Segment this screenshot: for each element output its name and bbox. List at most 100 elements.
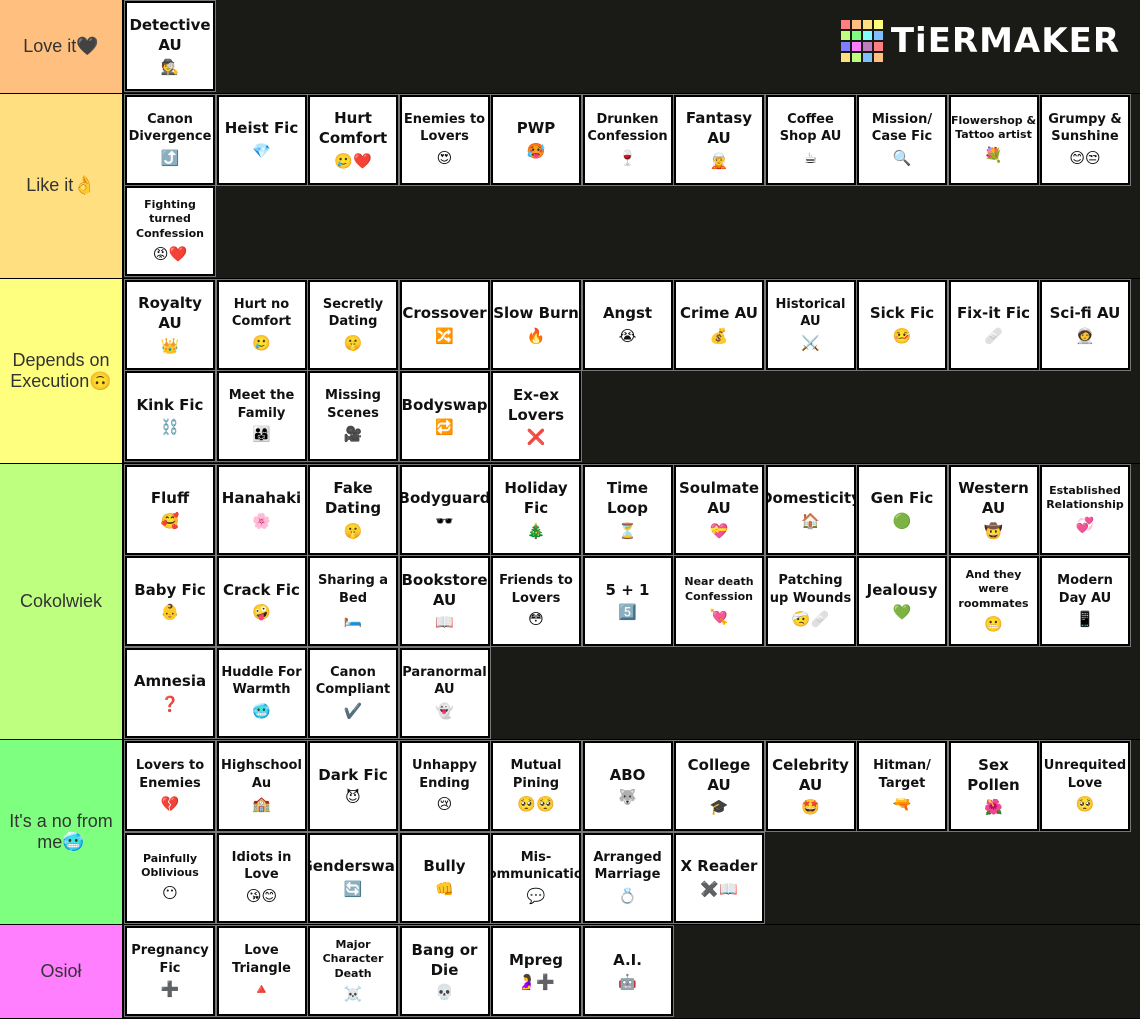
tier-item[interactable]: Heist Fic 💎: [215, 93, 308, 186]
tier-item[interactable]: And they were roommates 😬: [947, 555, 1040, 647]
tier-item[interactable]: Angst 😭: [581, 278, 674, 371]
tier-item[interactable]: Holiday Fic 🎄: [490, 463, 582, 556]
tier-item[interactable]: Coffee Shop AU ☕: [764, 93, 857, 186]
tier-item[interactable]: Canon Compliant ✔️: [307, 646, 399, 739]
tier-item[interactable]: Sex Pollen 🌺: [947, 740, 1040, 832]
item-text: Ex-ex Lovers: [507, 385, 565, 424]
tier-items: Royalty AU 👑 Hurt no Comfort 🥲 Secretly Dati…: [124, 278, 1140, 463]
item-emoji: 😬: [984, 615, 1003, 634]
item-text: Hurt no Comfort: [231, 296, 292, 330]
tier-item[interactable]: Historical AU ⚔️: [764, 278, 857, 371]
tier-item[interactable]: Mutual Pining 🥺🥺: [490, 740, 582, 832]
tier-item[interactable]: Drunken Confession 🍷: [581, 93, 674, 186]
tier-item[interactable]: Bang or Die 💀: [398, 925, 491, 1017]
tier-item[interactable]: Ex-ex Lovers ❌: [490, 370, 582, 462]
tier-item[interactable]: Dark Fic 😈: [307, 740, 399, 832]
tier-items: Lovers to Enemies 💔 Highschool Au 🏫 Dark Fic…: [124, 740, 1140, 924]
tier-item[interactable]: Hurt Comfort 🥲❤️: [307, 93, 399, 186]
tier-item[interactable]: Crossover 🔀: [398, 278, 491, 371]
tier-item[interactable]: College AU 🎓: [673, 740, 765, 832]
tier-item[interactable]: Mpreg 🤰➕: [490, 925, 582, 1017]
tier-item[interactable]: Soulmate AU 💝: [673, 463, 765, 556]
tier-item[interactable]: Bodyguard 🕶️: [398, 463, 491, 556]
tier-item[interactable]: Patching up Wounds 🤕🩹: [764, 555, 857, 647]
tier-item[interactable]: Baby Fic 👶: [124, 555, 216, 647]
item-emoji: 😶: [162, 884, 178, 903]
tier-item[interactable]: ABO 🐺: [581, 740, 674, 832]
tier-item[interactable]: Bodyswap 🔁: [398, 370, 491, 462]
item-emoji: 🐺: [618, 788, 637, 806]
tier-item[interactable]: Idiots in Love 😘😊: [215, 831, 308, 924]
tier-item[interactable]: Hanahaki 🌸: [215, 463, 308, 556]
tier-item[interactable]: Sharing a Bed 🛏️: [307, 555, 399, 647]
tier-item[interactable]: Royalty AU 👑: [124, 278, 216, 371]
tier-item[interactable]: Missing Scenes 🎥: [307, 370, 399, 462]
tier-item[interactable]: Friends to Lovers 😳: [490, 555, 582, 647]
tier-item[interactable]: Meet the Family 👨‍👩‍👧: [215, 370, 308, 462]
tier-item[interactable]: Unrequited Love 🥺: [1039, 740, 1131, 832]
tier-item[interactable]: Love Triangle 🔺: [215, 925, 308, 1017]
tier-item[interactable]: X Reader ✖️📖: [673, 831, 765, 924]
tier-item[interactable]: Highschool Au 🏫: [215, 740, 308, 832]
tier-item[interactable]: Paranormal AU 👻: [398, 646, 491, 739]
tier-item[interactable]: Sci-fi AU 🧑‍🚀: [1039, 278, 1131, 371]
tier-item[interactable]: Celebrity AU 🤩: [764, 740, 857, 832]
item-text: Coffee Shop AU: [779, 111, 842, 145]
tier-item[interactable]: Bookstore AU 📖: [398, 555, 491, 647]
tier-item[interactable]: Fake Dating 🤫: [307, 463, 399, 556]
tier-item[interactable]: Modern Day AU 📱: [1039, 555, 1131, 647]
tier-item[interactable]: Unhappy Ending 😢: [398, 740, 491, 832]
item-emoji: 🥰: [160, 511, 180, 530]
tier-item[interactable]: Domesticity 🏠: [764, 463, 857, 556]
item-text: Friends to Lovers: [499, 573, 573, 606]
tier-item[interactable]: Flowershop & Tattoo artist 💐: [947, 93, 1040, 186]
item-emoji: 💔: [160, 795, 180, 814]
tier-item[interactable]: Jealousy 💚: [856, 555, 948, 647]
tier-item[interactable]: 5 + 1 5️⃣: [581, 555, 674, 647]
tier-item[interactable]: Fantasy AU 🧝: [673, 93, 765, 186]
tier-item[interactable]: Crack Fic 🤪: [215, 555, 308, 647]
tier-item[interactable]: Slow Burn 🔥: [490, 278, 582, 371]
tier-item[interactable]: Gen Fic 🟢: [856, 463, 948, 556]
tier-item[interactable]: Fluff 🥰: [124, 463, 216, 556]
tier-item[interactable]: Established Relationship 💞: [1039, 463, 1131, 556]
tier-item[interactable]: Fix-it Fic 🩹: [947, 278, 1040, 371]
tier-item[interactable]: A.I. 🤖: [581, 925, 674, 1017]
tier-item[interactable]: Grumpy & Sunshine 😊😒: [1039, 93, 1131, 186]
tier-item[interactable]: Western AU 🤠: [947, 463, 1040, 556]
item-text: Jealousy: [866, 580, 938, 599]
tier-item[interactable]: Crime AU 💰: [673, 278, 765, 371]
tier-item[interactable]: Enemies to Lovers 😍: [398, 93, 491, 186]
tier-item[interactable]: Canon Divergence ⤴️: [124, 93, 216, 186]
tier-item[interactable]: Fighting turned Confession 😡❤️: [124, 185, 216, 277]
tier-item[interactable]: Lovers to Enemies 💔: [124, 740, 216, 832]
tier-item[interactable]: Bully 👊: [398, 831, 491, 924]
tier-item[interactable]: Genderswap 🔄: [307, 831, 399, 924]
tier-item[interactable]: Major Character Death ☠️: [307, 925, 399, 1017]
tier-item[interactable]: Huddle For Warmth 🥶: [215, 646, 308, 739]
tier-item[interactable]: Sick Fic 🤒: [856, 278, 948, 371]
tier-item[interactable]: Hurt no Comfort 🥲: [215, 278, 308, 371]
tier-item[interactable]: Amnesia ❓: [124, 646, 216, 739]
tier-item[interactable]: Hitman/ Target 🔫: [856, 740, 948, 832]
item-emoji: 🧝: [709, 151, 729, 170]
tier-item[interactable]: Kink Fic ⛓️: [124, 370, 216, 462]
item-text: Crossover: [402, 304, 487, 323]
tier-row: Cokolwiek Fluff 🥰 Hanahaki 🌸 Fake Dating 🤫 Body…: [0, 463, 1140, 740]
tier-item[interactable]: Near death Confession 💘: [673, 555, 765, 647]
item-text: Paranormal AU: [402, 664, 487, 698]
item-text: Dark Fic: [318, 765, 388, 784]
tier-item[interactable]: Pregnancy Fic ➕: [124, 925, 216, 1017]
tier-item[interactable]: Time Loop ⏳: [581, 463, 674, 556]
tier-item[interactable]: Secretly Dating 🤫: [307, 278, 399, 371]
tier-item[interactable]: Arranged Marriage 💍: [581, 831, 674, 924]
tier-item[interactable]: Detective AU 🕵️: [124, 0, 216, 92]
tier-item[interactable]: Mis-communication 💬: [490, 831, 582, 924]
item-emoji: ❓: [160, 694, 180, 713]
tier-label: Osioł: [0, 925, 124, 1018]
tier-item[interactable]: PWP 🥵: [490, 93, 582, 186]
tier-item[interactable]: Painfully Oblivious 😶: [124, 831, 216, 924]
tier-item[interactable]: Mission/ Case Fic 🔍: [856, 93, 948, 186]
item-emoji: 🤫: [343, 521, 363, 540]
item-text: Baby Fic: [134, 580, 206, 599]
